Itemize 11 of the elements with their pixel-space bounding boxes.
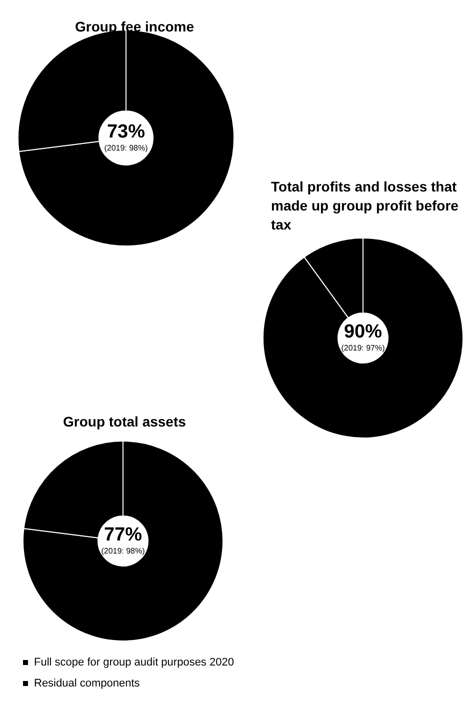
text: (2019: 98%) (104, 144, 148, 152)
chart-title: Group total assets (63, 414, 186, 430)
data-label: 90% (344, 322, 382, 342)
data-label: 77% (104, 524, 142, 546)
data-label: 73% (106, 122, 146, 142)
chart-title: Total profits and losses that made up group profit before tax (271, 178, 462, 232)
chart-title: Group fee income (75, 18, 194, 34)
text: (2019: 98%) (101, 546, 146, 556)
legend-label: Full scope for group audit purposes 2020 (34, 656, 234, 668)
legend-label: Residual components (34, 678, 140, 690)
text: (2019: 97%) (341, 344, 386, 352)
